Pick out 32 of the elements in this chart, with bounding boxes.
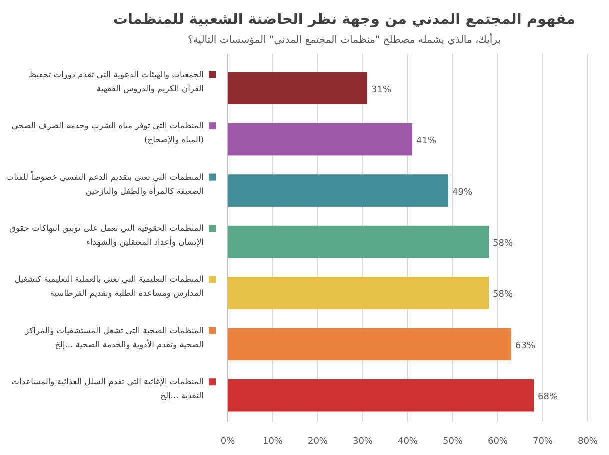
data-label: 31% <box>372 85 392 96</box>
data-label: 68% <box>538 392 558 403</box>
bar <box>228 328 512 361</box>
data-label: 41% <box>416 136 437 147</box>
x-tick-label: 70% <box>532 437 554 447</box>
data-label: 58% <box>493 290 514 300</box>
data-label: 49% <box>452 188 473 198</box>
x-tick-label: 40% <box>398 437 418 447</box>
data-label: 58% <box>493 239 514 249</box>
y-tick-label: المنظمات التعليمية التي تعنى بالعملية التعليمية كتشغيل المدارس ومساعدة الطلبة وتقديم القرطاسية <box>14 274 204 300</box>
bar <box>228 174 448 207</box>
bar <box>228 277 489 310</box>
chart-subtitle: برأيك، مالذي يشمله مصطلح "منظمات المجتمع المدني" المؤسسات التالية؟ <box>188 33 501 46</box>
y-tick-label: المنظمات التي تعنى بتقديم الدعم النفسي خصوصاً للفئات الضعيفة كالمرأة والطفل والنازحين <box>6 170 204 197</box>
x-tick-label: 0% <box>220 437 236 447</box>
y-tick-label: المنظمات الحقوقية التي تعمل على توثيق انتهاكات حقوق الإنسان وأعداد المعتقلين والشهداء <box>9 223 204 248</box>
chart-title: مفهوم المجتمع المدني من وجهة نظر الحاضنة الشعبية للمنظمات <box>113 12 576 28</box>
y-tick-label: المنظمات الصحية التي تشغل المستشفيات والمراكز الصحية وتقدم الأدوية والخدمة الصحية ...إلخ <box>24 325 204 350</box>
bar <box>228 72 368 105</box>
y-tick-label: المنظمات التي توفر مياه الشرب وخدمة الصرف الصحي (المياه والإصحاح) <box>12 120 204 146</box>
bar <box>228 226 489 258</box>
x-tick-label: 50% <box>442 437 464 447</box>
x-tick-label: 30% <box>352 437 374 447</box>
bar <box>228 379 534 412</box>
x-tick-label: 20% <box>308 437 328 447</box>
bar <box>228 123 412 156</box>
x-tick-label: 60% <box>488 437 508 447</box>
x-tick-label: 80% <box>578 437 598 447</box>
y-tick-label: المنظمات الإغاثية التي تقدم السلل الغذائية والمساعدات النقدية ...إلخ <box>12 376 204 402</box>
x-tick-label: 10% <box>262 437 284 447</box>
data-label: 63% <box>516 341 536 352</box>
y-tick-label: الجمعيات والهيئات الدعوية التي تقدم دورات تحفيظ القرآن الكريم والدروس الفقهية <box>28 69 204 94</box>
